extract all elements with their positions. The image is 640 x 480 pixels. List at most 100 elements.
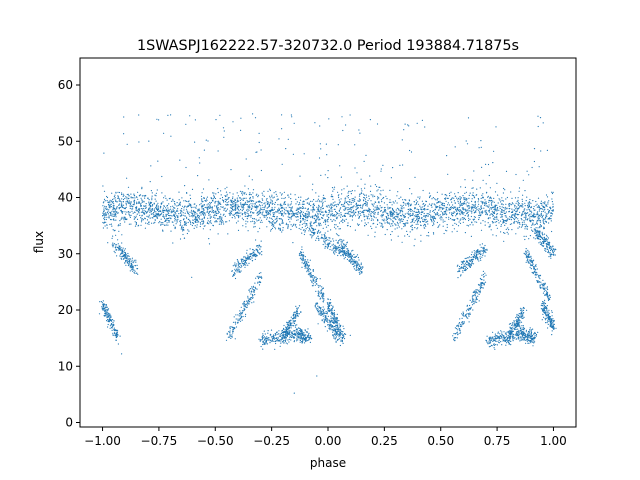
data-point — [301, 203, 303, 205]
data-point — [310, 335, 312, 337]
data-point — [349, 214, 351, 216]
data-point — [230, 169, 232, 171]
data-point — [513, 209, 515, 211]
data-point — [420, 224, 422, 226]
data-point — [485, 203, 487, 205]
data-point — [127, 202, 129, 204]
data-point — [452, 219, 454, 221]
data-point — [122, 201, 124, 203]
data-point — [318, 310, 320, 312]
data-point — [311, 235, 313, 237]
data-point — [477, 198, 479, 200]
data-point — [162, 210, 165, 212]
data-point — [239, 197, 242, 199]
data-point — [444, 213, 446, 215]
data-point — [289, 204, 291, 206]
data-point — [245, 223, 247, 225]
data-point — [368, 195, 370, 197]
data-point — [281, 331, 284, 334]
data-point — [415, 202, 418, 204]
data-point — [338, 209, 340, 211]
data-point — [319, 307, 321, 309]
data-point — [103, 152, 105, 154]
data-point — [490, 229, 492, 231]
data-point — [302, 217, 305, 220]
data-point — [511, 215, 513, 217]
data-point — [499, 207, 501, 209]
data-point — [398, 213, 400, 215]
data-point — [174, 203, 176, 205]
data-point — [510, 191, 512, 193]
data-point — [247, 295, 249, 297]
data-point — [217, 188, 219, 190]
data-point — [403, 129, 405, 131]
data-point — [505, 211, 507, 213]
data-point — [487, 218, 489, 220]
data-point — [323, 318, 325, 320]
data-point — [106, 216, 108, 218]
data-point — [166, 204, 169, 207]
data-point — [205, 206, 207, 208]
data-point — [524, 208, 526, 210]
data-point — [338, 338, 341, 340]
data-point — [514, 215, 516, 217]
data-point — [504, 212, 507, 214]
data-point — [283, 328, 285, 330]
data-point — [287, 211, 290, 213]
data-point — [119, 335, 121, 337]
data-point — [254, 250, 256, 252]
data-point — [111, 319, 114, 321]
data-point — [451, 231, 453, 233]
data-point — [282, 215, 284, 217]
data-point — [170, 200, 173, 202]
data-point — [181, 226, 183, 228]
data-point — [279, 210, 282, 213]
data-point — [115, 199, 117, 201]
data-point — [230, 201, 232, 203]
data-point — [482, 179, 484, 181]
data-point — [170, 214, 172, 217]
data-point — [162, 214, 164, 216]
data-point — [179, 220, 181, 222]
data-point — [237, 320, 239, 322]
data-point — [314, 305, 316, 307]
data-point — [434, 218, 437, 220]
data-point — [303, 229, 305, 231]
data-point — [173, 210, 175, 212]
data-point — [261, 212, 263, 214]
data-point — [240, 203, 242, 205]
data-point — [393, 211, 396, 213]
data-point — [197, 209, 199, 211]
data-point — [202, 210, 204, 213]
data-point — [104, 310, 106, 312]
data-point — [298, 202, 301, 204]
data-point — [311, 280, 313, 282]
data-point — [115, 219, 117, 221]
data-point — [272, 209, 274, 211]
data-point — [373, 203, 375, 205]
data-point — [333, 208, 335, 210]
data-point — [151, 192, 153, 194]
data-point — [206, 209, 209, 211]
data-point — [135, 208, 137, 210]
data-point — [251, 207, 253, 209]
data-point — [246, 200, 248, 202]
data-point — [400, 215, 402, 217]
data-point — [526, 196, 528, 198]
data-point — [369, 190, 372, 192]
data-point — [552, 210, 554, 212]
data-point — [465, 191, 467, 193]
data-point — [209, 206, 211, 208]
data-point — [137, 198, 139, 200]
data-point — [238, 206, 240, 208]
data-point — [370, 200, 372, 202]
data-point — [365, 209, 367, 211]
data-point — [193, 203, 195, 205]
data-point — [283, 337, 285, 339]
data-point — [486, 213, 488, 215]
data-point — [317, 290, 319, 292]
data-point — [312, 269, 314, 271]
data-point — [285, 222, 288, 224]
data-point — [530, 226, 532, 229]
data-point — [292, 333, 295, 336]
